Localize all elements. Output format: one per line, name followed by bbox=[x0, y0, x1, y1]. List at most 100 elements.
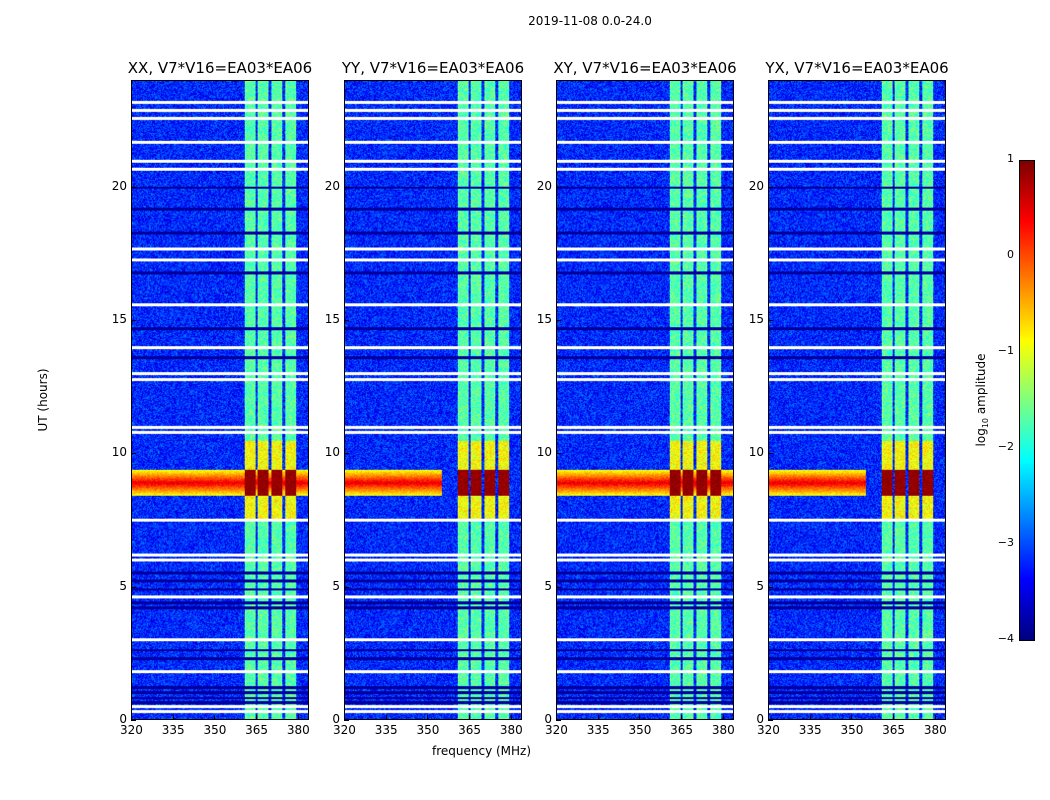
y-tick-label: 0 bbox=[119, 712, 127, 726]
y-tick-mark bbox=[344, 586, 349, 588]
y-tick-label: 10 bbox=[111, 445, 127, 460]
y-tick-mark bbox=[131, 186, 136, 188]
colorbar-tick-label: −3 bbox=[997, 536, 1014, 549]
x-tick-mark bbox=[722, 715, 724, 720]
y-tick-mark bbox=[556, 320, 561, 321]
x-tick-mark bbox=[768, 715, 769, 720]
colorbar-tick-label: 1 bbox=[1007, 152, 1014, 165]
x-tick-label: 335 bbox=[374, 723, 398, 737]
panel-title: XX, V7*V16=EA03*EA06 bbox=[127, 59, 313, 77]
colorbar-label: log10 amplitude bbox=[973, 353, 991, 447]
y-tick-label: 15 bbox=[324, 312, 340, 326]
colorbar bbox=[1019, 160, 1035, 641]
y-tick-mark bbox=[344, 186, 349, 188]
heatmap-yx bbox=[768, 80, 946, 720]
y-tick-mark bbox=[556, 720, 561, 721]
x-tick-mark bbox=[893, 715, 895, 720]
y-tick-mark bbox=[768, 320, 773, 321]
x-tick-label: 380 bbox=[499, 723, 523, 737]
y-tick-mark bbox=[344, 453, 349, 455]
x-tick-label: 350 bbox=[628, 723, 652, 737]
y-tick-label: 20 bbox=[111, 178, 127, 193]
y-tick-label: 10 bbox=[324, 445, 340, 460]
x-tick-label: 380 bbox=[711, 723, 735, 737]
x-tick-mark bbox=[256, 715, 258, 720]
x-tick-mark bbox=[297, 715, 299, 720]
x-tick-mark bbox=[809, 715, 811, 720]
x-tick-label: 320 bbox=[757, 723, 780, 737]
x-tick-label: 320 bbox=[545, 723, 568, 737]
y-tick-mark bbox=[768, 453, 773, 455]
heatmap-yy bbox=[344, 80, 522, 720]
x-tick-mark bbox=[214, 715, 216, 720]
colorbar-tick-label: 0 bbox=[1007, 248, 1014, 261]
panel-title: YY, V7*V16=EA03*EA06 bbox=[341, 59, 525, 77]
y-axis-label: UT (hours) bbox=[36, 368, 50, 432]
y-tick-label: 0 bbox=[332, 712, 340, 726]
colorbar-tick-label: −4 bbox=[997, 632, 1014, 645]
y-tick-mark bbox=[131, 320, 136, 321]
y-tick-mark bbox=[556, 453, 561, 455]
y-tick-label: 5 bbox=[544, 578, 552, 593]
y-tick-label: 20 bbox=[748, 178, 764, 193]
x-tick-mark bbox=[597, 715, 599, 720]
panel-title: XY, V7*V16=EA03*EA06 bbox=[553, 59, 737, 77]
y-tick-label: 5 bbox=[332, 578, 340, 593]
x-tick-label: 380 bbox=[923, 723, 947, 737]
y-tick-label: 15 bbox=[536, 312, 552, 326]
heatmap-xy bbox=[556, 80, 734, 720]
y-tick-mark bbox=[131, 453, 136, 455]
y-tick-label: 0 bbox=[756, 712, 764, 726]
x-tick-mark bbox=[469, 715, 471, 720]
y-tick-label: 20 bbox=[324, 178, 340, 193]
x-tick-label: 335 bbox=[798, 723, 822, 737]
x-tick-label: 320 bbox=[120, 723, 143, 737]
y-tick-mark bbox=[768, 720, 773, 721]
y-tick-label: 15 bbox=[111, 312, 127, 326]
x-tick-label: 365 bbox=[670, 723, 694, 737]
x-tick-label: 365 bbox=[245, 723, 269, 737]
y-tick-mark bbox=[556, 186, 561, 188]
y-tick-label: 10 bbox=[536, 445, 552, 460]
y-tick-label: 0 bbox=[544, 712, 552, 726]
y-tick-label: 5 bbox=[119, 578, 127, 593]
y-tick-mark bbox=[556, 586, 561, 588]
x-tick-label: 335 bbox=[586, 723, 610, 737]
y-tick-mark bbox=[131, 720, 136, 721]
x-tick-mark bbox=[510, 715, 512, 720]
figure-title: 2019-11-08 0.0-24.0 bbox=[528, 14, 652, 28]
x-tick-label: 350 bbox=[840, 723, 864, 737]
x-tick-mark bbox=[639, 715, 641, 720]
colorbar-tick-label: −1 bbox=[997, 344, 1014, 357]
y-tick-mark bbox=[131, 586, 136, 588]
y-tick-mark bbox=[344, 320, 349, 321]
heatmap-xx bbox=[131, 80, 309, 720]
x-tick-label: 365 bbox=[882, 723, 906, 737]
x-tick-label: 365 bbox=[458, 723, 482, 737]
x-tick-mark bbox=[851, 715, 853, 720]
x-tick-mark bbox=[556, 715, 557, 720]
y-tick-label: 20 bbox=[536, 178, 552, 193]
x-tick-mark bbox=[934, 715, 936, 720]
y-tick-mark bbox=[768, 186, 773, 188]
x-tick-mark bbox=[344, 715, 345, 720]
colorbar-tick-label: −2 bbox=[997, 440, 1014, 453]
y-tick-mark bbox=[768, 586, 773, 588]
y-tick-label: 5 bbox=[756, 578, 764, 593]
x-tick-label: 350 bbox=[416, 723, 440, 737]
x-axis-label: frequency (MHz) bbox=[432, 744, 532, 758]
x-tick-label: 380 bbox=[286, 723, 310, 737]
x-tick-mark bbox=[681, 715, 683, 720]
y-tick-mark bbox=[344, 720, 349, 721]
x-tick-label: 320 bbox=[333, 723, 356, 737]
y-tick-label: 10 bbox=[748, 445, 764, 460]
x-tick-label: 335 bbox=[161, 723, 185, 737]
x-tick-mark bbox=[385, 715, 387, 720]
x-tick-mark bbox=[172, 715, 174, 720]
x-tick-mark bbox=[131, 715, 132, 720]
y-tick-label: 15 bbox=[748, 312, 764, 326]
x-tick-label: 350 bbox=[203, 723, 227, 737]
panel-title: YX, V7*V16=EA03*EA06 bbox=[765, 59, 949, 77]
x-tick-mark bbox=[427, 715, 429, 720]
